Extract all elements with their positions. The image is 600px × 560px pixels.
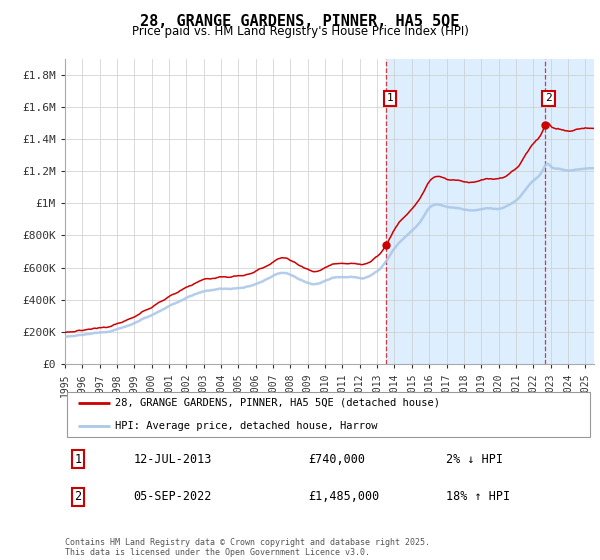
Text: 28, GRANGE GARDENS, PINNER, HA5 5QE: 28, GRANGE GARDENS, PINNER, HA5 5QE — [140, 14, 460, 29]
FancyBboxPatch shape — [67, 392, 590, 437]
Text: 28, GRANGE GARDENS, PINNER, HA5 5QE (detached house): 28, GRANGE GARDENS, PINNER, HA5 5QE (det… — [115, 398, 440, 408]
Text: 2: 2 — [74, 491, 82, 503]
Text: Contains HM Land Registry data © Crown copyright and database right 2025.
This d: Contains HM Land Registry data © Crown c… — [65, 538, 430, 557]
Text: 12-JUL-2013: 12-JUL-2013 — [134, 452, 212, 465]
Text: 1: 1 — [74, 452, 82, 465]
Text: 1: 1 — [386, 94, 394, 104]
Text: HPI: Average price, detached house, Harrow: HPI: Average price, detached house, Harr… — [115, 421, 377, 431]
Text: £740,000: £740,000 — [308, 452, 365, 465]
Text: 05-SEP-2022: 05-SEP-2022 — [134, 491, 212, 503]
Text: £1,485,000: £1,485,000 — [308, 491, 379, 503]
Text: 2% ↓ HPI: 2% ↓ HPI — [446, 452, 503, 465]
Text: 2: 2 — [545, 94, 552, 104]
Text: Price paid vs. HM Land Registry's House Price Index (HPI): Price paid vs. HM Land Registry's House … — [131, 25, 469, 38]
Text: 18% ↑ HPI: 18% ↑ HPI — [446, 491, 510, 503]
Bar — [386, 59, 594, 364]
